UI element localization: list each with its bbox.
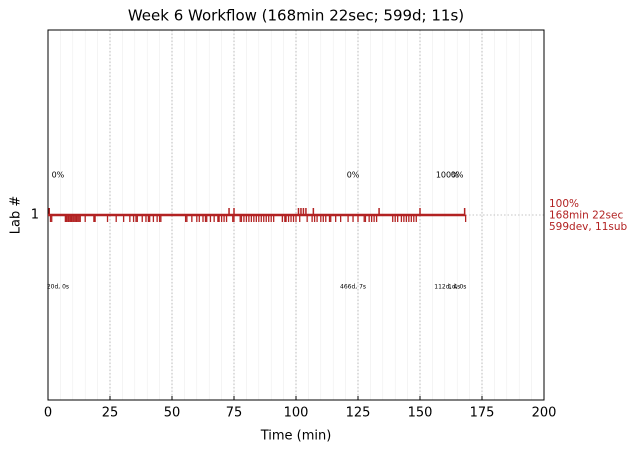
x-tick-label: 50 (164, 406, 181, 421)
x-tick-label: 75 (226, 406, 243, 421)
segment-counts: 1d, 0s (448, 284, 466, 291)
segment-counts: 112d, 4s (434, 284, 460, 291)
x-tick-label: 200 (532, 406, 557, 421)
segment-score: 0% (451, 171, 464, 180)
x-axis-label: Time (min) (260, 429, 332, 444)
x-tick-label: 100 (284, 406, 309, 421)
segment-score: 100% (436, 171, 459, 180)
summary-label: 168min 22sec (549, 210, 623, 222)
chart-title: Week 6 Workflow (168min 22sec; 599d; 11s… (128, 7, 464, 25)
x-tick-label: 25 (102, 406, 119, 421)
x-tick-label: 125 (346, 406, 371, 421)
segment-counts: 466d, 7s (340, 284, 366, 291)
y-tick-label: 1 (31, 208, 39, 223)
segment-score: 0% (347, 171, 360, 180)
x-tick-label: 0 (44, 406, 52, 421)
segment-score: 0% (52, 171, 65, 180)
segment-counts: 20d, 0s (47, 284, 69, 291)
summary-label: 599dev, 11sub (549, 221, 628, 233)
x-tick-label: 150 (408, 406, 433, 421)
y-axis-label: Lab # (9, 196, 24, 235)
x-tick-label: 175 (470, 406, 495, 421)
summary-label: 100% (549, 198, 579, 210)
